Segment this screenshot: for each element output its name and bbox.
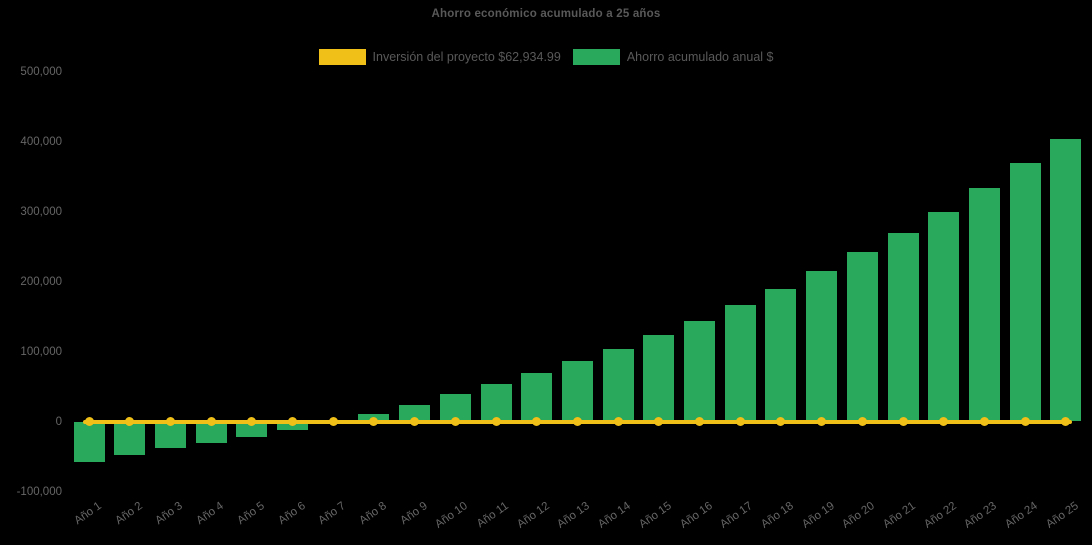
investment-line-marker-ano-22 — [939, 417, 949, 426]
y-axis-tick-label: 100,000 — [20, 345, 62, 358]
bar-ano-11 — [480, 383, 512, 422]
chart-legend: Inversión del proyecto $62,934.99 Ahorro… — [0, 49, 1092, 65]
investment-line-marker-ano-13 — [572, 417, 582, 426]
legend-item-savings[interactable]: Ahorro acumulado anual $ — [572, 49, 774, 65]
investment-line-marker-ano-15 — [654, 417, 664, 426]
bar-ano-19 — [806, 271, 838, 422]
investment-line-marker-ano-7 — [328, 417, 338, 426]
investment-line-marker-ano-21 — [898, 417, 908, 426]
bar-ano-21 — [887, 232, 919, 422]
investment-line-marker-ano-2 — [125, 417, 135, 426]
investment-line-marker-ano-18 — [776, 417, 786, 426]
investment-line-marker-ano-20 — [857, 417, 867, 426]
investment-line-marker-ano-24 — [1020, 417, 1030, 426]
chart-title: Ahorro económico acumulado a 25 años — [431, 8, 661, 20]
y-axis-tick-label: 300,000 — [20, 205, 62, 218]
investment-line-marker-ano-14 — [613, 417, 623, 426]
bar-ano-23 — [968, 188, 1000, 422]
y-axis-tick-label: -100,000 — [16, 485, 62, 498]
investment-line-marker-ano-23 — [979, 417, 989, 426]
bar-ano-5 — [236, 421, 268, 437]
legend-item-investment[interactable]: Inversión del proyecto $62,934.99 — [318, 49, 561, 65]
y-axis-tick-label: 0 — [55, 415, 62, 428]
investment-line-marker-ano-17 — [735, 417, 745, 426]
investment-line-marker-ano-11 — [491, 417, 501, 426]
bar-ano-2 — [114, 421, 146, 456]
bar-ano-25 — [1050, 138, 1082, 422]
bar-ano-16 — [684, 320, 715, 422]
investment-line-marker-ano-9 — [410, 417, 420, 426]
bar-ano-17 — [724, 305, 756, 422]
y-axis-tick-label: 200,000 — [20, 275, 62, 288]
y-axis-tick-label: 500,000 — [20, 65, 62, 78]
bar-ano-22 — [928, 211, 960, 422]
investment-line-marker-ano-25 — [1061, 417, 1071, 426]
investment-line-marker-ano-5 — [247, 417, 257, 426]
bar-ano-10 — [439, 393, 471, 422]
bar-ano-24 — [1009, 163, 1041, 422]
legend-swatch-savings-icon — [572, 49, 620, 65]
bar-ano-1 — [73, 421, 105, 463]
investment-line-marker-ano-4 — [206, 417, 216, 426]
investment-line-marker-ano-16 — [695, 417, 704, 426]
investment-line-marker-ano-3 — [165, 417, 175, 426]
legend-label-investment: Inversión del proyecto $62,934.99 — [372, 50, 561, 64]
bar-ano-9 — [399, 404, 431, 422]
y-axis-tick-label: 400,000 — [20, 135, 62, 148]
investment-line-marker-ano-8 — [369, 417, 379, 426]
bar-ano-20 — [846, 252, 878, 422]
bar-ano-12 — [521, 372, 553, 422]
investment-line-marker-ano-19 — [817, 417, 827, 426]
bar-ano-4 — [195, 421, 227, 444]
bar-ano-18 — [765, 288, 797, 422]
bar-ano-13 — [561, 361, 593, 422]
investment-line-marker-ano-10 — [450, 417, 460, 426]
investment-line-marker-ano-12 — [532, 417, 542, 426]
bar-ano-15 — [643, 334, 675, 422]
investment-line-marker-ano-1 — [84, 417, 94, 426]
bar-ano-14 — [602, 349, 634, 422]
legend-swatch-investment-icon — [318, 49, 366, 65]
investment-line-marker-ano-6 — [288, 417, 297, 426]
legend-label-savings: Ahorro acumulado anual $ — [626, 50, 774, 64]
